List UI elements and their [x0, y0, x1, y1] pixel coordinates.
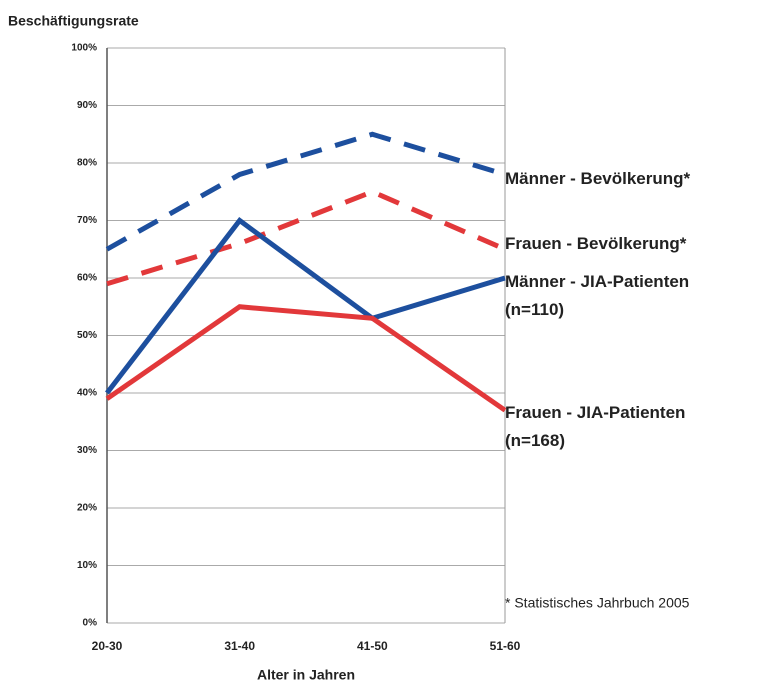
x-tick-label: 31-40	[224, 639, 255, 653]
x-tick-label: 41-50	[357, 639, 388, 653]
legend-label: Männer - JIA-Patienten (n=110)	[505, 272, 690, 319]
x-axis-label: Alter in Jahren	[257, 667, 355, 683]
x-tick-label: 51-60	[490, 639, 521, 653]
y-tick-label: 50%	[77, 330, 97, 341]
y-tick-label: 70%	[77, 215, 97, 226]
y-tick-label: 30%	[77, 445, 97, 456]
annotation: * Statistisches Jahrbuch 2005	[505, 595, 690, 611]
x-tick-label: 20-30	[92, 639, 123, 653]
y-axis-label: Beschäftigungsrate	[8, 13, 139, 29]
legend-label: Frauen - Bevölkerung*	[505, 234, 687, 253]
y-tick-label: 40%	[77, 388, 97, 399]
y-tick-label: 10%	[77, 560, 97, 571]
y-tick-label: 0%	[83, 618, 98, 629]
y-tick-label: 90%	[77, 100, 97, 111]
y-tick-label: 60%	[77, 273, 97, 284]
y-tick-label: 80%	[77, 158, 97, 169]
series-line	[105, 217, 506, 395]
series-line	[105, 131, 506, 252]
legend-label: Frauen - JIA-Patienten (n=168)	[505, 403, 686, 450]
y-tick-label: 100%	[71, 43, 97, 54]
series-line	[105, 304, 507, 413]
legend-label: Männer - Bevölkerung*	[505, 169, 691, 188]
y-tick-label: 20%	[77, 503, 97, 514]
